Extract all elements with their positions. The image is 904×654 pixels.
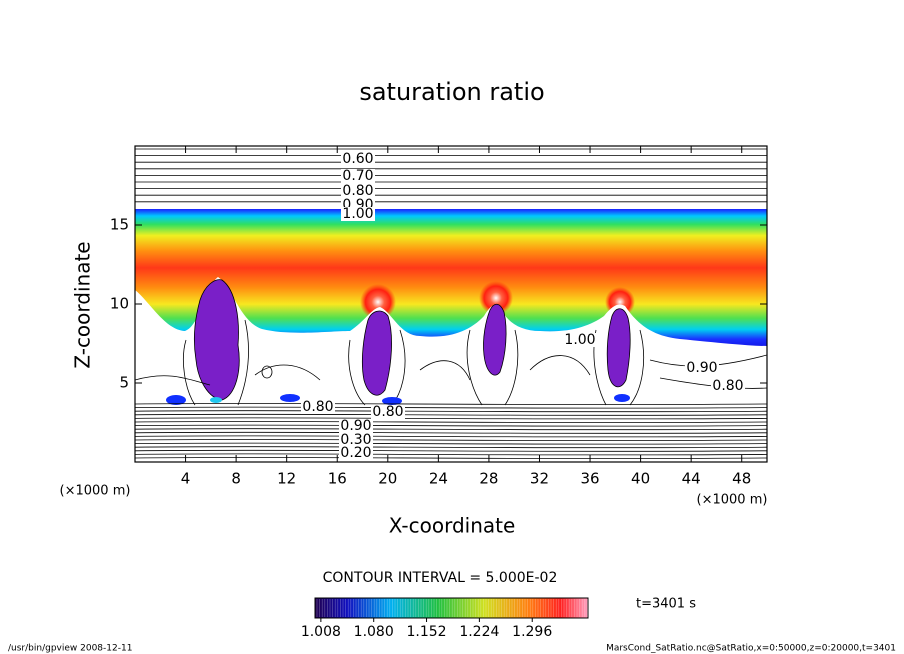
- contour-label-bg: [341, 152, 375, 166]
- contour-line: [135, 417, 767, 420]
- colorbar-tick-label: 1.152: [407, 624, 447, 640]
- colorbar: [314, 597, 589, 619]
- x-unit: (×1000 m): [60, 484, 131, 499]
- contour-label: 0.30: [340, 432, 371, 448]
- contour-line: [135, 453, 767, 456]
- contour-line: [135, 424, 767, 427]
- contour-label-bg: [301, 400, 335, 414]
- x-tick-label: 16: [328, 470, 347, 488]
- unsaturated-region: [135, 277, 767, 462]
- x-tick-label: 24: [429, 470, 448, 488]
- contour-label: 0.60: [342, 151, 373, 167]
- field: [135, 148, 767, 462]
- low-blobs: [166, 394, 630, 405]
- contour-label: 1.00: [342, 206, 373, 222]
- contour-label-bg: [341, 169, 375, 183]
- contour-line: [135, 435, 767, 438]
- x-axis-label: X-coordinate: [389, 514, 516, 538]
- contour-label: 1.00: [564, 332, 595, 348]
- y-tick-label: 5: [119, 374, 129, 392]
- contour-label: 0.90: [340, 418, 371, 434]
- y-axis-label: Z-coordinate: [71, 241, 95, 368]
- contour-label-bg: [685, 361, 719, 375]
- x-tick-label: 48: [732, 470, 751, 488]
- x-unit: (×1000 m): [697, 493, 768, 508]
- x-tick-label: 28: [479, 470, 498, 488]
- x-tick-label: 12: [277, 470, 296, 488]
- y-tick-label: 10: [110, 295, 129, 313]
- contour-line: [135, 403, 767, 405]
- footer-left: /usr/bin/gpview 2008-12-11: [8, 644, 132, 654]
- max-blob: [479, 281, 513, 315]
- contour-label-bg: [371, 405, 405, 419]
- contour-label-bg: [711, 379, 745, 393]
- contour-interval: CONTOUR INTERVAL = 5.000E-02: [323, 570, 558, 586]
- colorbar-stripes: [316, 599, 588, 617]
- x-tick-label: 4: [181, 470, 191, 488]
- x-tick-label: 8: [231, 470, 241, 488]
- contour-line: [135, 442, 767, 445]
- x-tick-label: 40: [631, 470, 650, 488]
- x-tick-label: 44: [682, 470, 701, 488]
- colorbar-tick-label: 1.296: [512, 624, 552, 640]
- contour-line: [135, 431, 767, 434]
- x-tick-label: 36: [580, 470, 599, 488]
- contour-label-bg: [339, 419, 373, 433]
- y-tick-label: 15: [110, 216, 129, 234]
- contour-label-bg: [341, 207, 375, 221]
- contour-line: [135, 449, 767, 452]
- colorbar-tick-label: 1.008: [301, 624, 341, 640]
- contour-line: [135, 457, 767, 459]
- colorbar-tick-label: 1.224: [459, 624, 499, 640]
- contour-line: [135, 421, 767, 423]
- contour-label: 0.80: [302, 399, 333, 415]
- colorbar-tick-label: 1.080: [354, 624, 394, 640]
- contour-line: [135, 446, 767, 449]
- chart-title: saturation ratio: [359, 78, 544, 106]
- contour-line: [135, 410, 767, 413]
- contour-label-bg: [339, 433, 373, 447]
- contour-label: 0.90: [686, 360, 717, 376]
- contour-label-bg: [339, 446, 373, 460]
- contour-label-bg: [341, 184, 375, 198]
- contour-line: [135, 439, 767, 441]
- plumes: [193, 279, 631, 401]
- contour-line: [135, 428, 767, 431]
- time-label: t=3401 s: [636, 597, 696, 612]
- contour-label: 0.80: [372, 404, 403, 420]
- plume-contours: [135, 319, 767, 406]
- contour-line: [135, 413, 767, 416]
- contour-label: 0.80: [712, 378, 743, 394]
- contour-label-bg: [563, 333, 597, 347]
- contour-label: 0.80: [342, 183, 373, 199]
- contour-label: 0.70: [342, 168, 373, 184]
- contour-label: 0.20: [340, 445, 371, 461]
- max-blob: [360, 284, 396, 320]
- contour-lines: [135, 148, 767, 459]
- footer-right: MarsCond_SatRatio.nc@SatRatio,x=0:50000,…: [606, 644, 896, 654]
- contour-line: [135, 406, 767, 409]
- x-tick-label: 20: [378, 470, 397, 488]
- x-tick-label: 32: [530, 470, 549, 488]
